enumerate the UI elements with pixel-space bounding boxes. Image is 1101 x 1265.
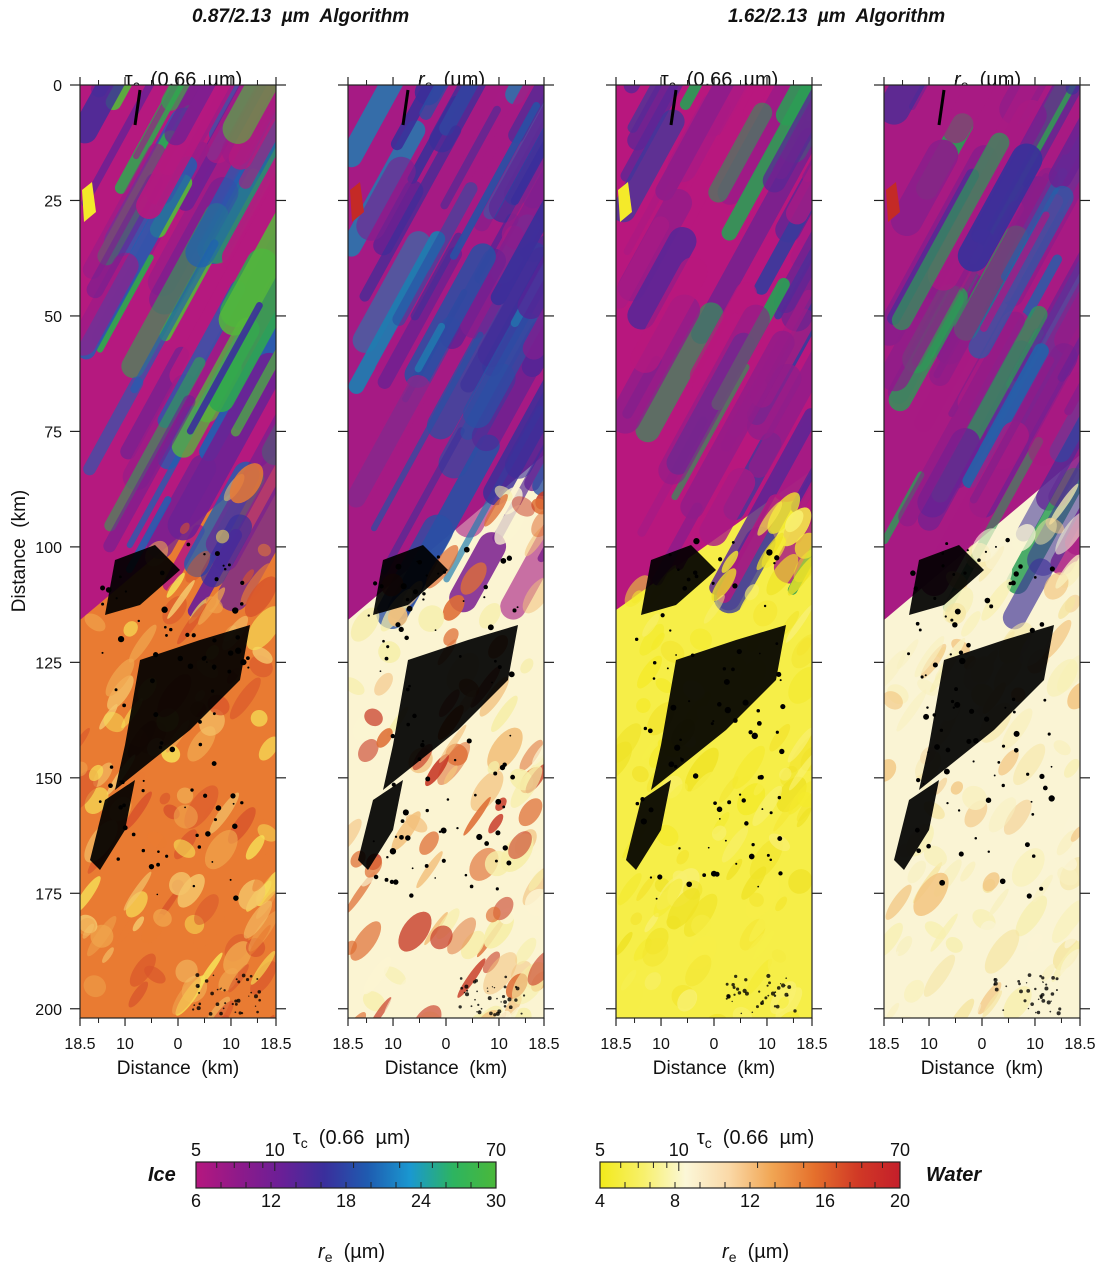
x-tick-label: 0 <box>442 1036 451 1053</box>
water-top-tick-label: 10 <box>669 1140 689 1160</box>
y-tick-label: 75 <box>44 424 62 441</box>
left-algorithm-title: 0.87/2.13 µm Algorithm <box>192 6 410 27</box>
x-tick-label: 0 <box>174 1036 183 1053</box>
x-tick-label: 10 <box>116 1036 134 1053</box>
ice-top-tick-label: 5 <box>191 1140 201 1160</box>
ice-top-tick-label: 70 <box>486 1140 506 1160</box>
ice-top-tick-label: 10 <box>265 1140 285 1160</box>
x-tick-label: 18.5 <box>868 1036 899 1053</box>
x-tick-label: 18.5 <box>600 1036 631 1053</box>
y-tick-label: 125 <box>35 655 62 672</box>
water-bottom-tick-label: 8 <box>670 1191 680 1211</box>
water-bottom-tick-label: 20 <box>890 1191 910 1211</box>
water-bottom-tick-label: 4 <box>595 1191 605 1211</box>
x-axis-title-2: Distance (km) <box>384 1058 508 1079</box>
panel-3-image <box>616 85 812 1018</box>
x-axis-title-4: Distance (km) <box>920 1058 1044 1079</box>
ice-bottom-tick-label: 24 <box>411 1191 431 1211</box>
x-axis-title-3: Distance (km) <box>652 1058 776 1079</box>
ice-bottom-tick-label: 18 <box>336 1191 356 1211</box>
water-bottom-tick-label: 16 <box>815 1191 835 1211</box>
ice-label: Ice <box>148 1164 176 1186</box>
ice-bottom-tick-label: 6 <box>191 1191 201 1211</box>
water-colorbar-bottom-title: re (µm) <box>722 1241 790 1265</box>
panel-1-image <box>80 85 276 1018</box>
ice-colorbar-top-title: τc (0.66 µm) <box>292 1127 411 1151</box>
water-top-tick-label: 70 <box>890 1140 910 1160</box>
x-tick-label: 10 <box>758 1036 776 1053</box>
panel-2-image <box>348 85 544 1018</box>
x-tick-label: 10 <box>652 1036 670 1053</box>
x-axis-title-1: Distance (km) <box>116 1058 240 1079</box>
ice-bottom-tick-label: 30 <box>486 1191 506 1211</box>
x-tick-label: 18.5 <box>1064 1036 1095 1053</box>
x-tick-label: 10 <box>222 1036 240 1053</box>
water-label: Water <box>926 1164 982 1186</box>
x-tick-label: 10 <box>1026 1036 1044 1053</box>
ice-colorbar-bottom-title: re (µm) <box>318 1241 386 1265</box>
y-tick-label: 200 <box>35 1002 62 1019</box>
x-tick-label: 10 <box>920 1036 938 1053</box>
x-tick-label: 18.5 <box>64 1036 95 1053</box>
right-algorithm-title: 1.62/2.13 µm Algorithm <box>728 6 946 27</box>
x-tick-label: 18.5 <box>332 1036 363 1053</box>
y-tick-label: 175 <box>35 886 62 903</box>
ice-bottom-tick-label: 12 <box>261 1191 281 1211</box>
x-tick-label: 0 <box>710 1036 719 1053</box>
y-tick-label: 0 <box>53 78 62 95</box>
x-tick-label: 18.5 <box>260 1036 291 1053</box>
water-top-tick-label: 5 <box>595 1140 605 1160</box>
x-tick-label: 18.5 <box>528 1036 559 1053</box>
panel-4-image <box>884 85 1080 1018</box>
water-colorbar-top-title: τc (0.66 µm) <box>696 1127 815 1151</box>
x-tick-label: 18.5 <box>796 1036 827 1053</box>
y-tick-label: 100 <box>35 540 62 557</box>
x-tick-label: 0 <box>978 1036 987 1053</box>
water-bottom-tick-label: 12 <box>740 1191 760 1211</box>
y-tick-label: 150 <box>35 771 62 788</box>
x-tick-label: 10 <box>384 1036 402 1053</box>
x-tick-label: 10 <box>490 1036 508 1053</box>
y-tick-label: 25 <box>44 193 62 210</box>
y-tick-label: 50 <box>44 309 62 326</box>
